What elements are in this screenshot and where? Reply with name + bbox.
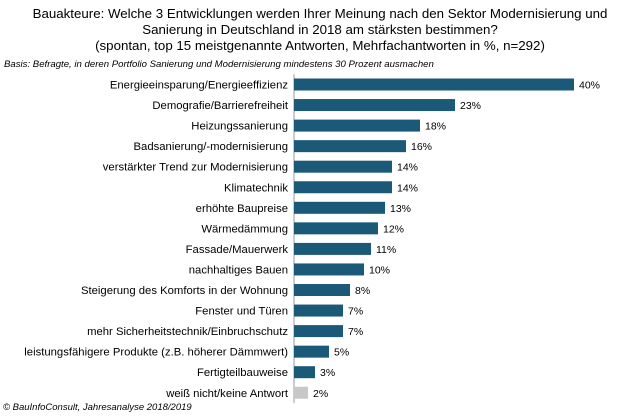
value-label: 8% (355, 285, 370, 297)
category-label: Heizungssanierung (191, 121, 288, 133)
value-label: 10% (369, 264, 390, 276)
category-label: Steigerung des Komforts in der Wohnung (81, 285, 288, 297)
bar (294, 160, 392, 173)
category-label: Fenster und Türen (195, 306, 288, 318)
category-label: Energieeinsparung/Energieeffizienz (110, 80, 289, 92)
category-label: Fertigteilbauweise (197, 367, 288, 379)
category-label: leistungsfähigere Produkte (z.B. höherer… (24, 347, 288, 359)
value-label: 5% (334, 347, 349, 359)
value-label: 14% (397, 162, 418, 174)
chart-title: Bauakteure: Welche 3 Entwicklungen werde… (4, 6, 636, 54)
value-label: 40% (579, 80, 600, 92)
bar (294, 140, 406, 153)
title-line-3: (spontan, top 15 meistgenannte Antworten… (95, 38, 545, 53)
value-label: 3% (320, 367, 335, 379)
value-label: 14% (397, 182, 418, 194)
value-label: 7% (348, 326, 363, 338)
bar (294, 304, 343, 317)
category-label: erhöhte Baupreise (196, 203, 288, 215)
value-label: 2% (313, 388, 328, 400)
bar (294, 201, 385, 214)
category-label: verstärkter Trend zur Modernisierung (103, 162, 288, 174)
bar (294, 366, 315, 379)
value-label: 13% (390, 203, 411, 215)
title-line-2: Sanierung in Deutschland in 2018 am stär… (142, 22, 498, 37)
value-label: 7% (348, 306, 363, 318)
copyright-footer: © BauInfoConsult, Jahresanalyse 2018/201… (3, 402, 192, 413)
bar (294, 222, 378, 235)
category-label: weiß nicht/keine Antwort (165, 388, 289, 400)
bar (294, 78, 574, 91)
basis-note: Basis: Befragte, in deren Portfolio Sani… (4, 59, 434, 70)
category-label: Fassade/Mauerwerk (186, 244, 289, 256)
value-label: 23% (460, 100, 481, 112)
bar (294, 99, 455, 112)
category-label: Wärmedämmung (201, 223, 288, 235)
value-label: 11% (376, 244, 396, 256)
bar (294, 325, 343, 338)
bar (294, 242, 371, 255)
category-label: Klimatechnik (224, 182, 288, 194)
category-label: Badsanierung/-modernisierung (134, 141, 288, 153)
bar (294, 386, 308, 399)
category-label: nachhaltiges Bauen (189, 264, 288, 276)
bar (294, 263, 364, 276)
bar (294, 284, 350, 296)
bar (294, 119, 420, 132)
category-label: Demografie/Barrierefreiheit (152, 100, 288, 112)
category-label: mehr Sicherheitstechnik/Einbruchschutz (87, 326, 288, 338)
bar (294, 345, 329, 358)
value-label: 16% (411, 141, 432, 153)
title-line-1: Bauakteure: Welche 3 Entwicklungen werde… (32, 6, 608, 21)
bar (294, 181, 392, 194)
value-label: 12% (383, 223, 404, 235)
value-label: 18% (425, 121, 446, 133)
